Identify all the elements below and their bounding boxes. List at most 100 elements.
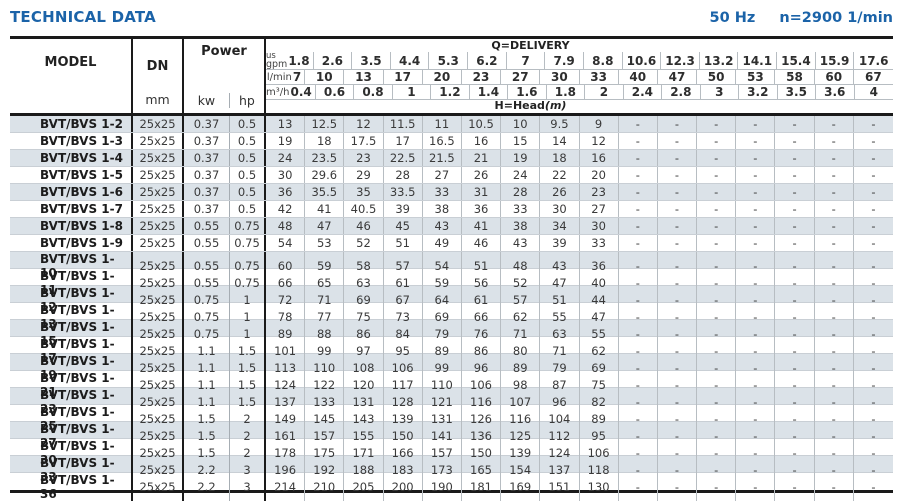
head-cell: 28: [501, 184, 541, 200]
table-row: BVT/BVS 1-9 25x25 0.55 0.75 54 53 52 51 49 46 43 39…: [10, 235, 893, 252]
model-cell: BVT/BVS 1-27: [10, 422, 133, 450]
model-cell: BVT/BVS 1-6: [10, 184, 133, 200]
table-row: BVT/BVS 1-8 25x25 0.55 0.75 48 47 46 45 43 41 38 34…: [10, 218, 893, 235]
delivery-value-cell: 47: [658, 70, 698, 84]
head-unit: (m): [544, 99, 567, 112]
head-cell: 33: [501, 201, 541, 217]
head-cell: 52: [344, 235, 384, 251]
hp-cell: 2: [230, 422, 266, 450]
delivery-value-cell: 2.4: [624, 85, 663, 99]
hp-label: hp: [228, 93, 264, 108]
head-cell: 10.5: [462, 116, 502, 132]
head-cell: -: [697, 405, 737, 433]
delivery-value-cell: 1.8: [547, 85, 586, 99]
head-cell: -: [736, 439, 776, 467]
head-cell: 66: [266, 269, 306, 297]
head-cell: 116: [501, 405, 541, 433]
model-cell: BVT/BVS 1-5: [10, 167, 133, 183]
head-cell: -: [736, 269, 776, 297]
head-cell: 76: [462, 320, 502, 348]
head-cell: -: [619, 303, 658, 331]
head-cell: -: [658, 354, 698, 382]
head-cell: -: [775, 405, 815, 433]
head-cell: 155: [344, 422, 384, 450]
head-cell: 58: [344, 252, 384, 280]
head-cell: -: [871, 378, 876, 392]
head-cell: 64: [423, 286, 462, 314]
dn-unit-label: mm: [145, 92, 170, 107]
delivery-value-cell: 5.3: [429, 52, 469, 69]
hp-cell: 0.5: [230, 201, 266, 217]
head-cell: -: [736, 456, 776, 484]
hp-cell: 1.5: [230, 371, 266, 399]
head-cell: 96: [540, 388, 580, 416]
title-bar: TECHNICAL DATA 50 Hz n=2900 1/min: [10, 8, 893, 32]
dn-cell: 25x25: [133, 201, 184, 217]
head-cell: 23: [344, 150, 384, 166]
gpm-row: us gpm 1.8 2.6 3.5 4.4 5.3 6.2 7 7.9 8.8 10.6 12.3 13…: [266, 52, 893, 69]
head-cell: -: [871, 202, 876, 216]
head-cell: -: [619, 439, 658, 467]
head-cell: -: [775, 388, 815, 416]
head-cell: -: [775, 116, 815, 132]
head-cell: 47: [540, 269, 580, 297]
kw-cell: 1.1: [184, 388, 230, 416]
head-cell: 117: [384, 371, 423, 399]
head-cell: -: [697, 337, 737, 365]
head-cell: 17.5: [344, 133, 384, 149]
head-cell: 133: [305, 388, 345, 416]
model-cell: BVT/BVS 1-10: [10, 252, 133, 280]
head-cell: -: [871, 219, 876, 233]
kw-cell: 0.37: [184, 116, 230, 132]
head-cell: 53: [305, 235, 345, 251]
head-cell: -: [619, 235, 658, 251]
head-cell: 14: [540, 133, 580, 149]
head-cell: -: [658, 167, 698, 183]
head-cell: 35.5: [305, 184, 345, 200]
delivery-value-cell: 2: [585, 85, 624, 99]
head-cell: 192: [305, 456, 345, 484]
head-cell: 116: [462, 388, 502, 416]
delivery-value-cell: 40: [619, 70, 658, 84]
head-cell: 26: [540, 184, 580, 200]
dn-cell: 25x25: [133, 286, 184, 314]
head-cell: -: [871, 185, 876, 199]
head-cell: -: [736, 354, 776, 382]
head-cell: 131: [423, 405, 462, 433]
head-cell: -: [775, 150, 815, 166]
head-cell: -: [775, 337, 815, 365]
head-cell: -: [815, 235, 854, 251]
kw-cell: 0.37: [184, 184, 230, 200]
head-cell: -: [697, 133, 737, 149]
head-cell: 89: [501, 354, 541, 382]
head-cell: 106: [384, 354, 423, 382]
head-cell: -: [736, 422, 776, 450]
head-cell: 11.5: [384, 116, 423, 132]
head-cell: 43: [423, 218, 462, 234]
head-cell: -: [697, 388, 737, 416]
head-cell: 55: [580, 320, 619, 348]
head-cell: -: [736, 184, 776, 200]
table-row: BVT/BVS 1-2 25x25 0.37 0.5 13 12.5 12 11.5 11 10.…: [10, 116, 893, 133]
head-cell: 23.5: [305, 150, 345, 166]
head-cell: -: [658, 303, 698, 331]
head-cell: 173: [423, 456, 462, 484]
spec-labels: 50 Hz n=2900 1/min: [710, 10, 893, 26]
delivery-value-cell: 23: [462, 70, 502, 84]
head-cell: 87: [540, 371, 580, 399]
head-cell: -: [775, 439, 815, 467]
head-cell: 84: [384, 320, 423, 348]
hp-cell: 0.5: [230, 167, 266, 183]
delivery-label: Q=DELIVERY: [491, 39, 570, 52]
head-cell: -: [658, 235, 698, 251]
head-cell: 22: [540, 167, 580, 183]
head-cell: -: [815, 456, 854, 484]
dn-cell: 25x25: [133, 133, 184, 149]
head-cell: 125: [501, 422, 541, 450]
head-cell: -: [815, 337, 854, 365]
head-cell: 47: [305, 218, 345, 234]
head-cell: -: [658, 150, 698, 166]
kw-cell: 0.55: [184, 235, 230, 251]
head-cell: -: [775, 269, 815, 297]
head-cell: 29.6: [305, 167, 345, 183]
